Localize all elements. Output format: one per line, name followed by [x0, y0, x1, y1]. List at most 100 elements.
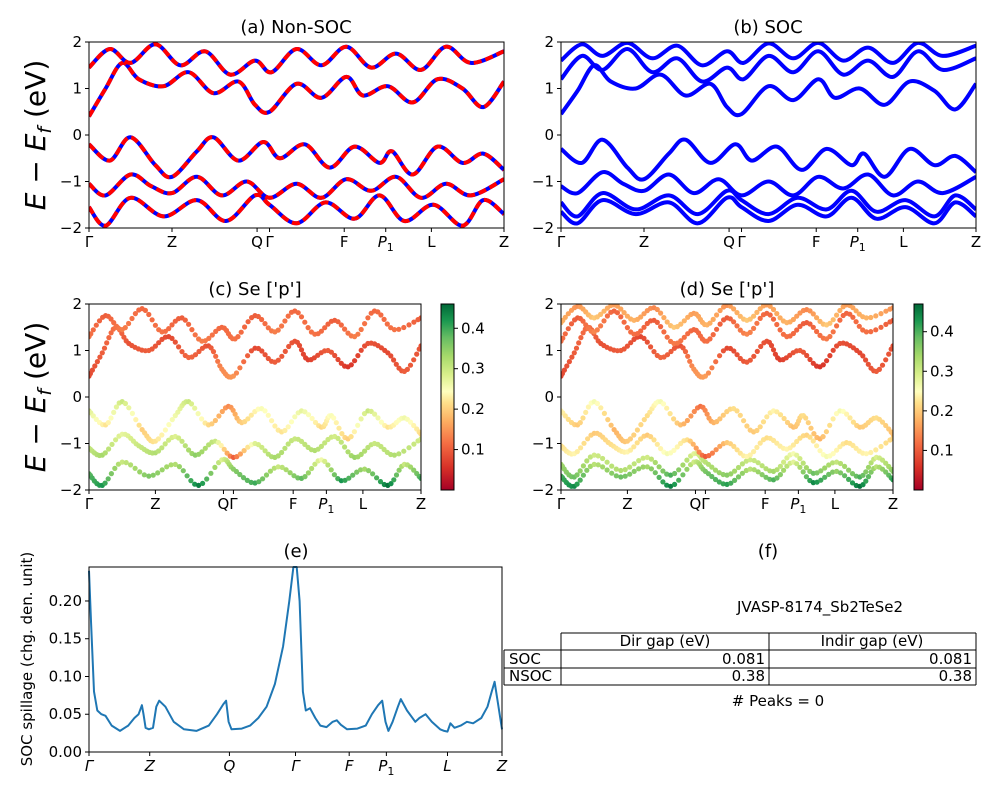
projection-point — [710, 332, 716, 338]
projection-point — [260, 476, 266, 482]
projection-point — [242, 324, 248, 330]
projection-point — [233, 468, 239, 475]
projection-point — [561, 367, 568, 373]
projection-point — [868, 469, 874, 475]
projection-point — [109, 441, 115, 447]
panel-e: (e) 0.00 0.05 0.10 0.15 0.20 Γ Z Q Γ F P1 L Z SOC s… — [18, 541, 508, 778]
projection-point — [781, 459, 787, 465]
projection-point — [591, 452, 597, 458]
projection-point — [638, 314, 644, 320]
projection-point — [406, 322, 412, 328]
projection-point — [777, 412, 784, 418]
projection-point — [92, 363, 98, 369]
projection-point — [302, 319, 308, 325]
projection-point — [624, 343, 631, 349]
panel-d-yticks: 2 1 0 −1 −2 — [532, 295, 561, 499]
projection-point — [355, 422, 361, 428]
panel-a-frame — [88, 41, 505, 229]
projection-point — [712, 476, 719, 483]
projection-point — [573, 345, 580, 351]
y-tick-label: 0 — [72, 126, 82, 144]
projection-point — [770, 347, 777, 353]
projection-point — [644, 454, 650, 460]
projection-point — [180, 468, 186, 474]
x-tick-label: P1 — [318, 495, 334, 516]
projection-point — [830, 469, 836, 475]
projection-point — [777, 315, 783, 321]
x-tick-label: F — [761, 495, 770, 513]
y-tick-label: −2 — [532, 219, 554, 237]
projection-point — [362, 466, 368, 472]
projection-point — [298, 314, 305, 320]
panel-d-colorbar — [913, 303, 924, 491]
projection-point — [890, 305, 893, 311]
projection-point — [132, 465, 138, 471]
projection-point — [348, 434, 354, 440]
projection-point — [690, 441, 696, 447]
projection-point — [735, 464, 742, 471]
y-tick-label: 0.10 — [49, 667, 82, 685]
projection-point — [128, 462, 134, 468]
projection-point — [628, 340, 634, 346]
projection-point — [622, 467, 628, 473]
projection-point — [716, 479, 722, 485]
projection-point — [352, 358, 358, 364]
projection-point — [309, 465, 315, 472]
ylabel-top-main: E − E — [19, 133, 52, 210]
projection-point — [202, 445, 208, 451]
projection-point — [407, 464, 414, 470]
projection-point — [322, 440, 328, 446]
projection-point — [681, 334, 687, 340]
projection-point — [741, 418, 747, 424]
projection-point — [378, 312, 384, 318]
projection-point — [561, 335, 566, 341]
projection-point — [291, 473, 297, 479]
projection-point — [346, 475, 352, 481]
projection-point — [279, 323, 285, 329]
projection-point — [418, 436, 421, 442]
projection-point — [574, 472, 580, 478]
projection-point — [237, 451, 243, 457]
projection-point — [860, 482, 866, 488]
panel-a-xticks: Γ Z Q Γ F P1 L Z — [85, 228, 509, 254]
projection-point — [731, 306, 737, 312]
projection-point — [328, 349, 334, 355]
projection-point — [830, 317, 836, 323]
projection-point — [354, 469, 360, 475]
panel-e-yticks: 0.00 0.05 0.10 0.15 0.20 — [49, 592, 89, 761]
projection-point — [577, 468, 583, 474]
projection-point — [807, 356, 813, 363]
projection-point — [267, 468, 273, 474]
projection-point — [618, 306, 624, 312]
projection-point — [676, 467, 682, 473]
projection-point — [747, 329, 753, 335]
projection-point — [739, 461, 746, 467]
projection-point — [638, 328, 644, 334]
projection-point — [574, 481, 580, 487]
x-tick-label: F — [812, 233, 821, 251]
projection-point — [339, 431, 345, 437]
projection-point — [709, 365, 715, 371]
x-tick-label: Q — [251, 233, 263, 251]
projection-point — [658, 310, 664, 316]
x-tick-label: Z — [496, 757, 508, 775]
projection-point — [208, 345, 214, 351]
projection-point — [598, 405, 604, 411]
projection-point — [571, 350, 577, 356]
projection-point — [123, 460, 129, 466]
projection-point — [631, 432, 637, 438]
projection-point — [275, 327, 281, 333]
projection-point — [411, 422, 417, 429]
projection-point — [774, 311, 780, 317]
band-line — [561, 42, 976, 68]
projection-point — [265, 325, 271, 331]
y-tick-label: 1 — [72, 342, 82, 360]
band-line — [561, 170, 976, 198]
projection-point — [305, 325, 311, 331]
projection-point — [406, 445, 412, 451]
projection-point — [751, 325, 757, 331]
projection-point — [747, 452, 753, 458]
projection-point — [332, 352, 338, 359]
gap-table-row-label: NSOC — [509, 667, 552, 685]
projection-point — [837, 317, 843, 323]
